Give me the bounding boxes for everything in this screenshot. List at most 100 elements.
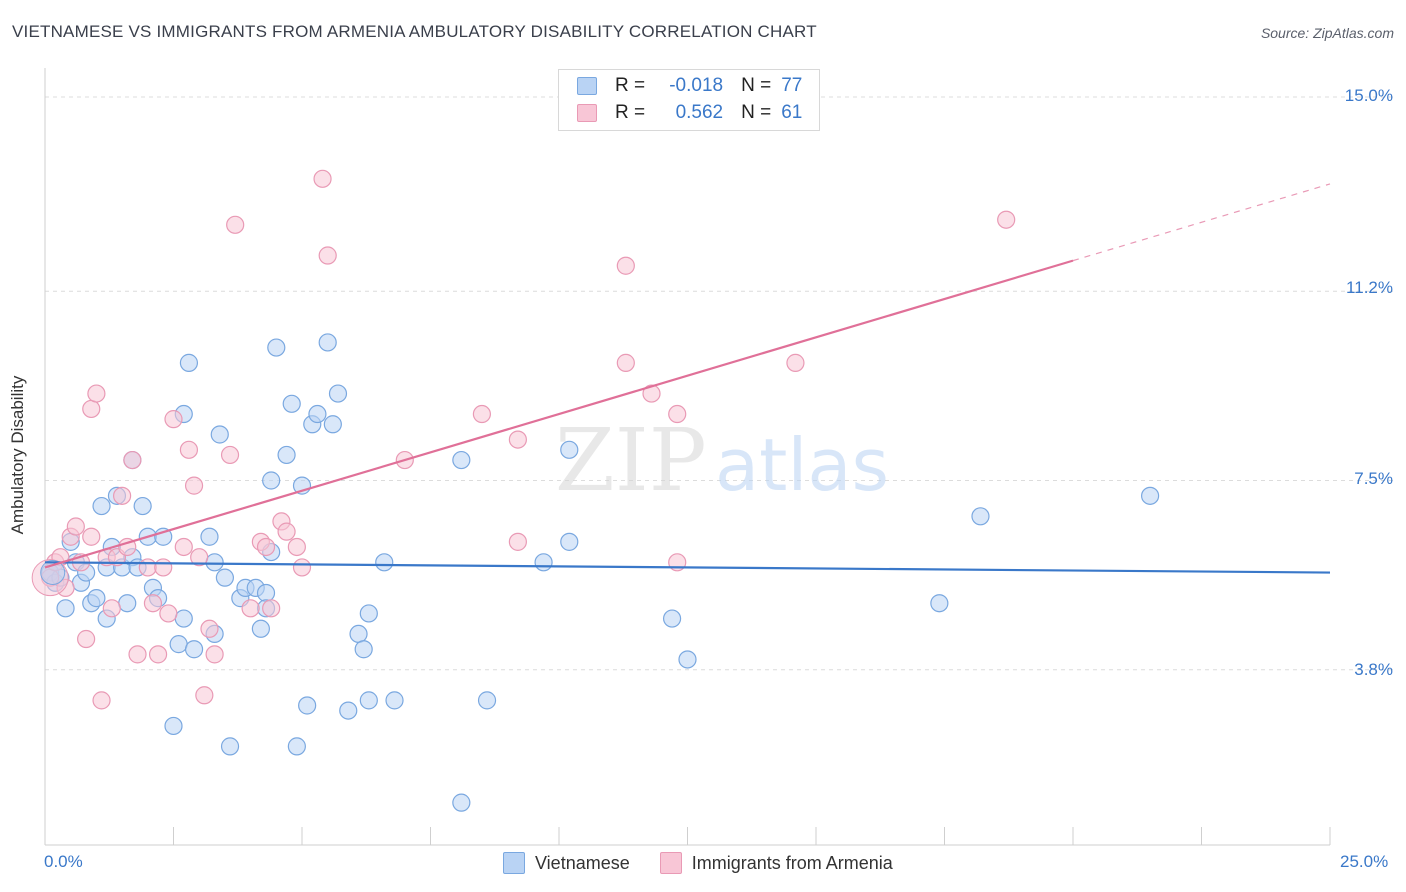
stats-row-vietnamese: R = -0.018 N = 77 [577,73,802,99]
n-label: N = [741,75,772,96]
vietnamese-point [87,589,106,608]
vietnamese-point [1140,486,1160,505]
armenia-point [642,384,661,403]
vietnamese-point [277,445,296,465]
vietnamese-point [678,650,697,669]
vietnamese-point [179,353,199,372]
armenia-point [195,686,214,705]
armenia-point [241,599,260,618]
armenia-point [179,440,199,459]
vietnamese-point [971,507,990,526]
armenia-trend-line [44,259,1074,569]
points-layer [31,169,1160,812]
stats-row-armenia: R = 0.562 N = 61 [577,100,802,126]
vietnamese-point [215,568,234,587]
legend-label: Vietnamese [535,852,630,873]
swatch-blue-icon [577,77,597,95]
vietnamese-point [354,640,373,659]
armenia-point [318,246,337,265]
x-tick-label-min: 0.0% [44,852,83,871]
armenia-point [77,629,96,649]
watermark-zip: ZIP [555,411,707,511]
vietnamese-point [662,609,682,628]
vietnamese-point [251,619,270,638]
vietnamese-point [349,624,368,644]
source-label: Source: ZipAtlas.com [1260,25,1394,41]
vietnamese-point [205,553,224,572]
r-value: -0.018 [669,75,724,96]
n-value: 77 [781,75,803,96]
armenia-point [313,169,332,188]
armenia-point [159,604,178,623]
armenia-point [668,404,687,424]
armenia-point [220,445,240,465]
chart-title: VIETNAMESE VS IMMIGRANTS FROM ARMENIA AM… [12,22,817,41]
armenia-point [143,594,163,613]
vietnamese-point [164,716,183,736]
vietnamese-point [308,404,327,424]
armenia-point [112,486,132,505]
vietnamese-point [169,635,188,654]
y-tick-label: 11.2% [1346,278,1393,297]
vietnamese-point [133,496,152,516]
vietnamese-point [930,594,949,613]
swatch-pink-icon [577,104,597,122]
armenia-point [66,517,85,536]
vietnamese-point [534,553,553,572]
r-label: R = [615,75,646,96]
armenia-point [508,430,527,449]
armenia-point [226,215,245,234]
armenia-point [256,537,276,557]
armenia-point [128,645,147,664]
armenia-point [82,527,101,546]
vietnamese-point [287,737,306,756]
armenia-point [174,537,193,557]
armenia-point [190,548,209,567]
watermark-atlas: atlas [715,423,889,507]
vietnamese-point [452,450,471,470]
vietnamese-trend-line [44,561,1331,574]
armenia-point [508,532,527,551]
armenia-point [200,619,219,638]
vietnamese-point [339,701,358,720]
series-legend: Vietnamese Immigrants from Armenia [503,852,923,874]
y-axis-label: Ambulatory Disability [8,375,27,535]
armenia-point [997,210,1016,229]
x-tick-label-max: 25.0% [1340,852,1389,871]
vietnamese-point [92,496,111,516]
legend-label: Immigrants from Armenia [691,852,893,873]
armenia-point [616,353,635,372]
vietnamese-point [200,527,219,546]
armenia-point [277,522,296,541]
vietnamese-point [328,384,348,403]
r-label: R = [615,102,646,123]
armenia-point [92,691,111,710]
vietnamese-point [256,583,276,603]
armenia-trend-extension [1072,183,1331,262]
vietnamese-point [375,553,394,572]
vietnamese-point [359,604,378,623]
vietnamese-point [282,394,301,413]
vietnamese-point [220,737,240,756]
vietnamese-point [323,415,342,434]
vietnamese-point [56,599,75,618]
n-label: N = [741,102,772,123]
vietnamese-point [477,691,497,710]
vietnamese-point [385,691,404,710]
armenia-point [148,645,168,664]
armenia-point [786,353,805,372]
trend-layer [44,183,1331,574]
vietnamese-point [210,425,229,444]
legend-item-vietnamese[interactable]: Vietnamese [503,852,630,874]
vietnamese-point [560,532,579,551]
vietnamese-point [560,440,579,459]
watermark: ZIP atlas [555,411,889,511]
legend-item-armenia[interactable]: Immigrants from Armenia [659,852,893,874]
armenia-point [154,558,173,577]
armenia-point [616,256,635,275]
vietnamese-point [318,333,337,352]
y-tick-label: 15.0% [1344,86,1393,105]
vietnamese-point [184,640,204,659]
vietnamese-point [174,609,193,628]
